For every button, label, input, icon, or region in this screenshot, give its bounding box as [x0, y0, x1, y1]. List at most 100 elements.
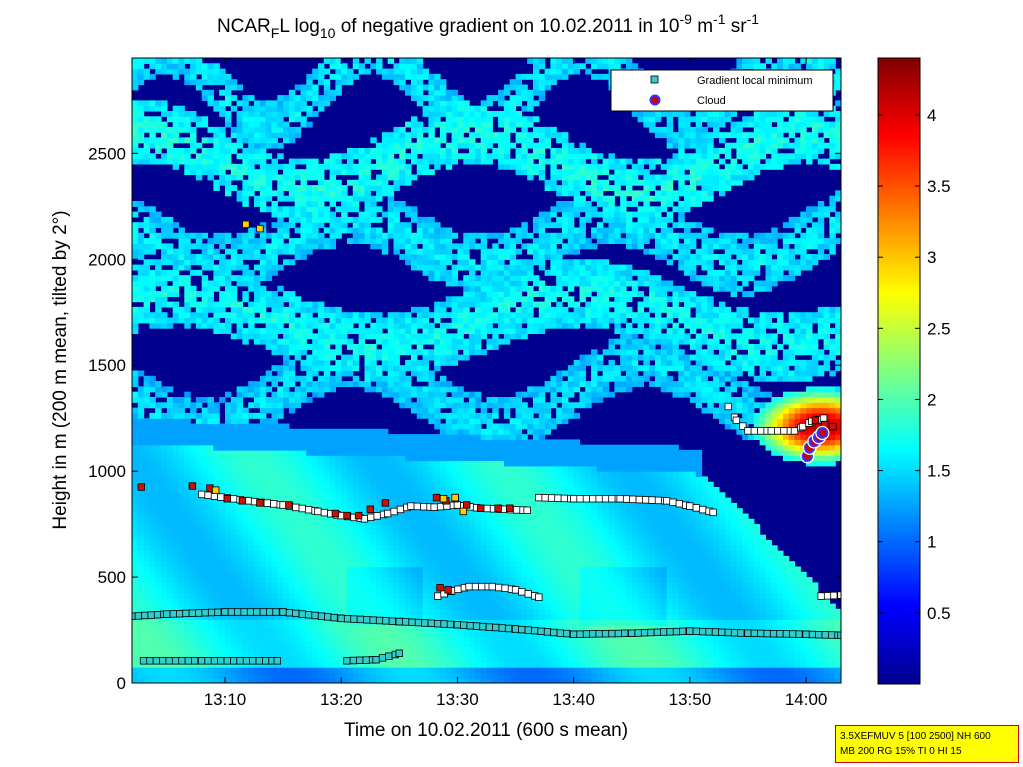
heatmap-cell [219, 137, 226, 144]
heatmap-cell [283, 434, 290, 440]
heatmap-cell [265, 619, 273, 626]
heatmap-cell [219, 471, 226, 477]
heatmap-cell [236, 84, 243, 91]
heatmap-cell [143, 661, 150, 668]
heatmap-cell [399, 370, 406, 377]
heatmap-cell [149, 100, 156, 107]
heatmap-cell [248, 640, 255, 647]
heatmap-cell [445, 518, 453, 525]
heatmap-cell [393, 386, 400, 393]
heatmap-cell [329, 460, 336, 467]
heatmap-cell [399, 677, 406, 683]
heatmap-cell [387, 328, 395, 334]
heatmap-cell [254, 254, 261, 260]
heatmap-cell [259, 381, 267, 387]
heatmap-cell [271, 344, 278, 350]
heatmap-cell [387, 142, 395, 149]
heatmap-cell [265, 179, 273, 186]
heatmap-cell [405, 656, 412, 663]
heatmap-cell [132, 513, 139, 520]
heatmap-cell [184, 169, 191, 176]
heatmap-cell [190, 142, 197, 149]
heatmap-cell [213, 248, 220, 255]
heatmap-cell [463, 656, 470, 663]
heatmap-cell [358, 555, 365, 562]
heatmap-cell [172, 312, 180, 319]
heatmap-cell [352, 481, 360, 488]
heatmap-cell [416, 487, 424, 493]
heatmap-cell [312, 238, 319, 244]
heatmap-cell [393, 656, 400, 663]
heatmap-cell [248, 661, 255, 668]
heatmap-cell [201, 630, 209, 636]
heatmap-cell [393, 645, 400, 652]
heatmap-cell [288, 328, 296, 334]
heatmap-cell [207, 73, 214, 80]
heatmap-cell [387, 359, 395, 366]
heatmap-cell [161, 439, 168, 446]
heatmap-cell [451, 471, 458, 477]
heatmap-cell [213, 306, 220, 313]
heatmap-cell [265, 672, 273, 679]
heatmap-cell [236, 238, 243, 244]
heatmap-cell [225, 614, 232, 620]
heatmap-cell [352, 153, 360, 160]
heatmap-cell [376, 206, 383, 213]
heatmap-cell [277, 397, 284, 403]
heatmap-cell [440, 518, 447, 525]
heatmap-cell [248, 428, 255, 435]
heatmap-cell [457, 254, 464, 260]
heatmap-cell [283, 640, 290, 647]
heatmap-cell [149, 296, 156, 303]
heatmap-cell [190, 672, 197, 679]
heatmap-cell [347, 518, 354, 525]
heatmap-cell [207, 645, 214, 652]
heatmap-cell [463, 407, 470, 414]
heatmap-cell [405, 577, 412, 583]
heatmap-cell [416, 89, 424, 96]
heatmap-cell [172, 645, 180, 652]
heatmap-cell [143, 624, 150, 631]
heatmap-cell [457, 243, 464, 250]
heatmap-cell [195, 465, 203, 472]
heatmap-cell [195, 68, 203, 75]
heatmap-cell [236, 577, 243, 583]
heatmap-cell [451, 254, 458, 260]
heatmap-cell [306, 306, 313, 313]
heatmap-cell [381, 465, 389, 472]
heatmap-cell [149, 471, 156, 477]
heatmap-cell [248, 333, 255, 340]
heatmap-cell [352, 661, 360, 668]
heatmap-cell [277, 645, 284, 652]
heatmap-cell [393, 502, 400, 509]
heatmap-cell [225, 79, 232, 86]
heatmap-cell [364, 232, 371, 239]
heatmap-cell [457, 667, 464, 673]
heatmap-cell [161, 126, 168, 133]
heatmap-cell [219, 465, 226, 472]
heatmap-cell [184, 317, 191, 324]
heatmap-cell [172, 248, 180, 255]
heatmap-cell [166, 153, 174, 160]
heatmap-cell [137, 582, 145, 589]
heatmap-cell [370, 577, 377, 583]
heatmap-cell [405, 587, 412, 594]
heatmap-cell [242, 169, 249, 176]
heatmap-cell [283, 95, 290, 101]
heatmap-cell [358, 540, 365, 546]
heatmap-cell [445, 672, 453, 679]
heatmap-cell [440, 238, 447, 244]
heatmap-cell [457, 402, 464, 409]
heatmap-cell [411, 349, 418, 356]
heatmap-cell [318, 645, 325, 652]
heatmap-cell [259, 667, 267, 673]
heatmap-cell [190, 529, 197, 536]
heatmap-cell [358, 238, 365, 244]
heatmap-cell [416, 608, 424, 615]
heatmap-cell [463, 296, 470, 303]
heatmap-cell [318, 344, 325, 350]
heatmap-cell [463, 312, 470, 319]
heatmap-cell [178, 492, 185, 499]
heatmap-cell [358, 524, 365, 530]
heatmap-cell [428, 312, 435, 319]
